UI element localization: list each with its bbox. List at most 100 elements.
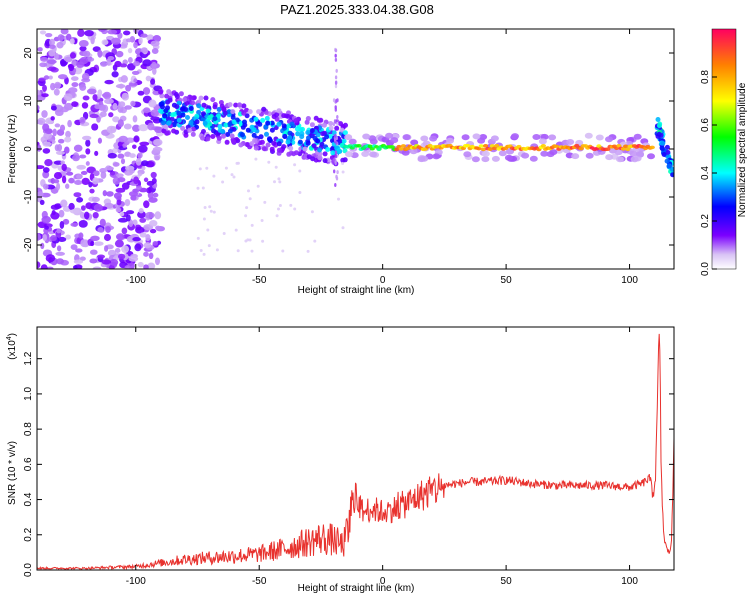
spectrogram-cell xyxy=(221,180,225,184)
spectrogram-cell xyxy=(324,134,330,140)
spectrogram-cell xyxy=(245,127,251,133)
spectrogram-x-ticks: -100 -50 0 50 100 xyxy=(126,29,638,286)
spectrogram-marks xyxy=(37,29,674,269)
spectrogram-cell xyxy=(70,244,78,251)
spectrogram-cell xyxy=(227,128,233,134)
spectrogram-cell xyxy=(37,144,42,152)
spectrogram-cell xyxy=(150,109,160,117)
spectrogram-cell xyxy=(655,117,661,122)
spectrogram-cell xyxy=(130,100,136,107)
snr-line xyxy=(37,333,674,570)
spectrogram-cell xyxy=(85,139,91,147)
spectrogram-cell xyxy=(71,101,79,107)
spectrogram-cell xyxy=(112,116,120,123)
spectrogram-cell xyxy=(248,197,252,201)
spectrogram-cell xyxy=(334,133,337,138)
spectrogram-cell xyxy=(483,144,489,148)
spectrogram-cell xyxy=(212,116,218,122)
spectrogram-cell xyxy=(208,205,212,209)
spectrogram-cell xyxy=(227,102,233,108)
x-tick-label: -100 xyxy=(126,576,146,587)
spectrogram-cell xyxy=(595,134,604,141)
spectrogram-cell xyxy=(261,146,267,152)
spectrogram-cell xyxy=(125,84,132,92)
spectrogram-cell xyxy=(85,148,91,155)
spectrogram-cell xyxy=(123,123,132,130)
spectrogram-cell xyxy=(81,102,89,109)
spectrogram-cell xyxy=(77,29,85,37)
spectrogram-cell xyxy=(50,211,60,220)
spectrogram-cell xyxy=(289,121,295,127)
spectrogram-cell xyxy=(53,52,59,60)
spectrogram-cell xyxy=(76,197,84,203)
spectrogram-cell xyxy=(64,146,70,154)
spectrogram-cell xyxy=(80,205,86,211)
spectrogram-cell xyxy=(112,102,118,110)
spectrogram-cell xyxy=(66,171,74,176)
spectrogram-cell xyxy=(325,147,331,152)
spectrogram-cell xyxy=(285,139,291,145)
spectrogram-cell xyxy=(109,258,119,266)
y-tick-label: 0.2 xyxy=(23,527,34,541)
spectrogram-cell xyxy=(180,125,186,131)
spectrogram-cell xyxy=(521,152,530,159)
spectrogram-cell xyxy=(340,157,346,163)
spectrogram-cell xyxy=(207,244,211,248)
snr-x-ticks: -100 -50 0 50 100 xyxy=(126,327,638,587)
colorbar-tick-label: 0.0 xyxy=(700,262,711,276)
spectrogram-cell xyxy=(124,169,134,176)
spectrogram-cell xyxy=(230,115,236,120)
spectrogram-cell xyxy=(68,64,75,72)
spectrogram-cell xyxy=(164,130,170,136)
spectrogram-cell xyxy=(106,58,112,66)
spectrogram-cell xyxy=(42,167,50,173)
spectrogram-cell xyxy=(398,147,404,151)
spectrogram-cell xyxy=(57,74,68,80)
spectrogram-cell xyxy=(76,164,86,170)
spectrogram-cell xyxy=(341,138,347,144)
spectrogram-cell xyxy=(461,134,470,141)
spectrogram-cell xyxy=(108,264,115,269)
spectrogram-cell xyxy=(44,158,53,167)
spectrogram-cell xyxy=(221,106,227,112)
spectrogram-cell xyxy=(306,135,311,141)
spectrogram-cell xyxy=(206,228,210,232)
spectrogram-cell xyxy=(107,29,118,35)
spectrogram-cell xyxy=(276,141,282,147)
spectrogram-cell xyxy=(104,79,114,85)
spectrogram-cell xyxy=(128,255,139,262)
spectrogram-cell xyxy=(128,219,134,228)
spectrogram-cell xyxy=(276,121,282,127)
spectrogram-cell xyxy=(93,170,100,177)
spectrogram-cell xyxy=(93,241,104,246)
spectrogram-cell xyxy=(48,44,56,50)
spectrogram-cell xyxy=(119,63,128,68)
spectrogram-cell xyxy=(126,210,135,215)
spectrogram-cell xyxy=(149,228,157,234)
spectrogram-cell xyxy=(212,174,216,178)
spectrogram-cell xyxy=(180,112,186,118)
spectrogram-cell xyxy=(471,156,480,163)
spectrogram-cell xyxy=(39,199,45,206)
spectrogram-cell xyxy=(117,153,125,159)
spectrogram-cell xyxy=(540,133,549,140)
spectrogram-cell xyxy=(85,202,93,210)
spectrogram-cell xyxy=(42,141,52,147)
spectrogram-cell xyxy=(101,93,110,98)
spectrogram-cell xyxy=(480,147,486,152)
spectrogram-cell xyxy=(173,92,179,97)
spectrogram-cell xyxy=(80,239,88,248)
spectrogram-cell xyxy=(200,111,206,117)
spectrogram-cell xyxy=(246,238,250,242)
spectrogram-cell xyxy=(231,139,236,144)
spectrogram-cell xyxy=(330,150,336,156)
spectrogram-cell xyxy=(91,123,99,131)
spectrogram-cell xyxy=(50,204,60,210)
spectrogram-cell xyxy=(121,245,130,253)
spectrogram-cell xyxy=(356,144,362,148)
spectrogram-cell xyxy=(334,84,338,89)
spectrogram-cell xyxy=(336,149,342,154)
x-tick-label: -100 xyxy=(126,275,146,286)
spectrogram-cell xyxy=(182,97,188,103)
